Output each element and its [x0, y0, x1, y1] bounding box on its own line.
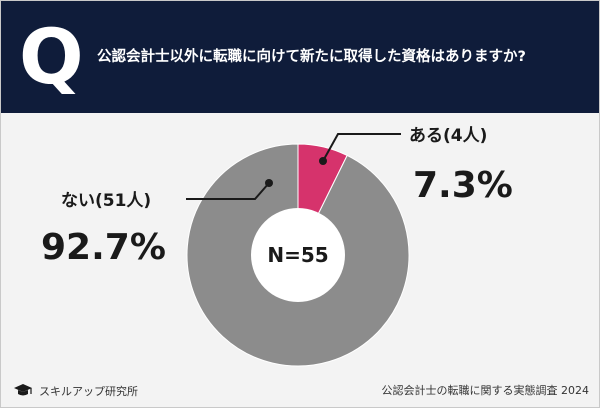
- question-header: Q 公認会計士以外に転職に向けて新たに取得した資格はありますか?: [1, 1, 599, 113]
- slice-label-yes: ある(4人): [409, 126, 487, 146]
- q-icon: Q: [19, 12, 84, 101]
- donut-hole: [251, 208, 345, 302]
- brand-footer: スキルアップ研究所: [13, 381, 138, 401]
- slice-percent-no: 92.7%: [41, 227, 166, 268]
- leader-path-no: [186, 182, 270, 200]
- slice-label-no: ない(51人): [61, 191, 151, 211]
- survey-title: 公認会計士の転職に関する実態調査 2024: [381, 384, 590, 397]
- total-count-label: N=55: [267, 243, 328, 267]
- leader-line-no: [186, 179, 273, 200]
- question-text: 公認会計士以外に転職に向けて新たに取得した資格はありますか?: [97, 49, 526, 65]
- leader-path-yes: [322, 133, 401, 162]
- slice-percent-yes: 7.3%: [413, 165, 513, 206]
- brand-name: スキルアップ研究所: [39, 385, 138, 398]
- graduation-cap-icon: [14, 384, 32, 396]
- donut-chart: N=55 ある(4人) 7.3% ない(51人) 92.7%: [41, 126, 513, 367]
- leader-line-yes: [319, 133, 401, 165]
